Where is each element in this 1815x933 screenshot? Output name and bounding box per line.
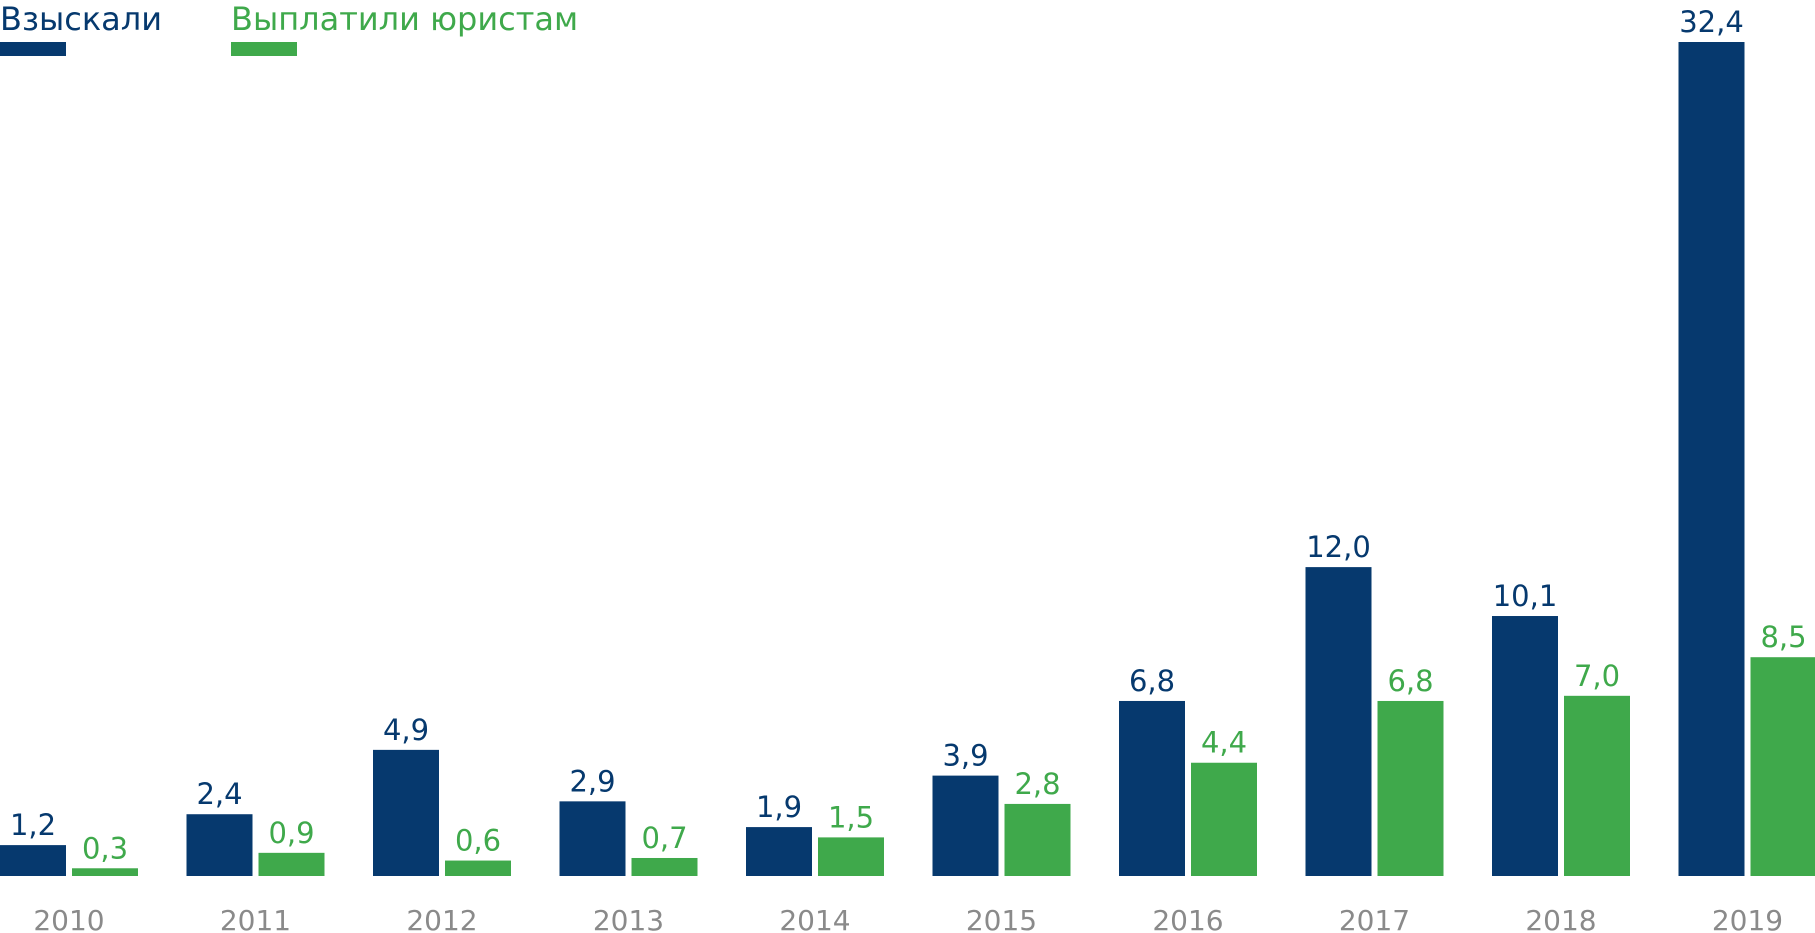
data-label-collected-2018: 10,1 <box>1493 579 1558 613</box>
data-label-paid-lawyers-2014: 1,5 <box>828 800 874 834</box>
legend-label-paid-lawyers: Выплатили юристам <box>231 0 578 38</box>
bar-collected-2013 <box>559 801 626 876</box>
bar-collected-2015 <box>932 775 999 876</box>
x-tick-label-2014: 2014 <box>779 904 850 933</box>
bar-collected-2016 <box>1119 700 1185 876</box>
data-label-collected-2010: 1,2 <box>10 808 56 842</box>
x-tick-label-2012: 2012 <box>406 904 477 933</box>
bars: 1,2 0,3 2010 2,4 0,9 2011 4,9 0,6 2012 2,9 0,7 2013… <box>0 5 1815 933</box>
data-label-paid-lawyers-2013: 0,7 <box>641 821 687 855</box>
data-label-paid-lawyers-2016: 4,4 <box>1201 726 1247 760</box>
data-label-collected-2013: 2,9 <box>569 764 615 798</box>
data-label-collected-2015: 3,9 <box>942 739 988 773</box>
bar-paid-lawyers-2015 <box>1004 803 1071 876</box>
bar-collected-2017 <box>1305 567 1372 876</box>
bar-paid-lawyers-2013 <box>631 857 698 876</box>
bar-collected-2012 <box>373 749 439 876</box>
bar-collected-2014 <box>746 827 812 876</box>
x-tick-label-2013: 2013 <box>593 904 664 933</box>
data-label-paid-lawyers-2010: 0,3 <box>82 831 128 865</box>
data-label-paid-lawyers-2015: 2,8 <box>1014 767 1060 801</box>
data-label-collected-2012: 4,9 <box>383 713 429 747</box>
x-tick-label-2011: 2011 <box>220 904 291 933</box>
data-label-collected-2014: 1,9 <box>756 790 802 824</box>
bar-paid-lawyers-2012 <box>445 860 511 876</box>
bar-collected-2018 <box>1492 616 1558 876</box>
data-label-paid-lawyers-2018: 7,0 <box>1574 659 1620 693</box>
data-label-paid-lawyers-2011: 0,9 <box>268 816 314 850</box>
bar-paid-lawyers-2010 <box>72 868 138 876</box>
bar-paid-lawyers-2019 <box>1750 657 1815 876</box>
bar-paid-lawyers-2018 <box>1564 695 1630 876</box>
legend-label-collected: Взыскали <box>0 0 162 38</box>
x-tick-label-2010: 2010 <box>33 904 104 933</box>
bar-paid-lawyers-2016 <box>1191 762 1257 876</box>
bar-collected-2010 <box>0 845 66 876</box>
bar-collected-2019 <box>1678 42 1745 876</box>
bar-paid-lawyers-2014 <box>818 837 884 876</box>
data-label-paid-lawyers-2019: 8,5 <box>1760 620 1806 654</box>
bar-collected-2011 <box>186 814 253 876</box>
data-label-collected-2019: 32,4 <box>1679 5 1744 39</box>
x-tick-label-2017: 2017 <box>1339 904 1410 933</box>
legend-swatch-paid-lawyers <box>231 42 297 56</box>
x-tick-label-2019: 2019 <box>1712 904 1783 933</box>
data-label-paid-lawyers-2012: 0,6 <box>455 824 501 858</box>
data-label-collected-2017: 12,0 <box>1306 530 1371 564</box>
data-label-collected-2011: 2,4 <box>196 777 242 811</box>
x-tick-label-2016: 2016 <box>1152 904 1223 933</box>
legend: Взыскали Выплатили юристам <box>0 0 578 56</box>
bar-paid-lawyers-2017 <box>1377 700 1444 876</box>
data-label-paid-lawyers-2017: 6,8 <box>1387 664 1433 698</box>
data-label-collected-2016: 6,8 <box>1129 664 1175 698</box>
bar-paid-lawyers-2011 <box>258 852 325 876</box>
legend-swatch-collected <box>0 42 66 56</box>
x-tick-label-2018: 2018 <box>1525 904 1596 933</box>
x-tick-label-2015: 2015 <box>966 904 1037 933</box>
